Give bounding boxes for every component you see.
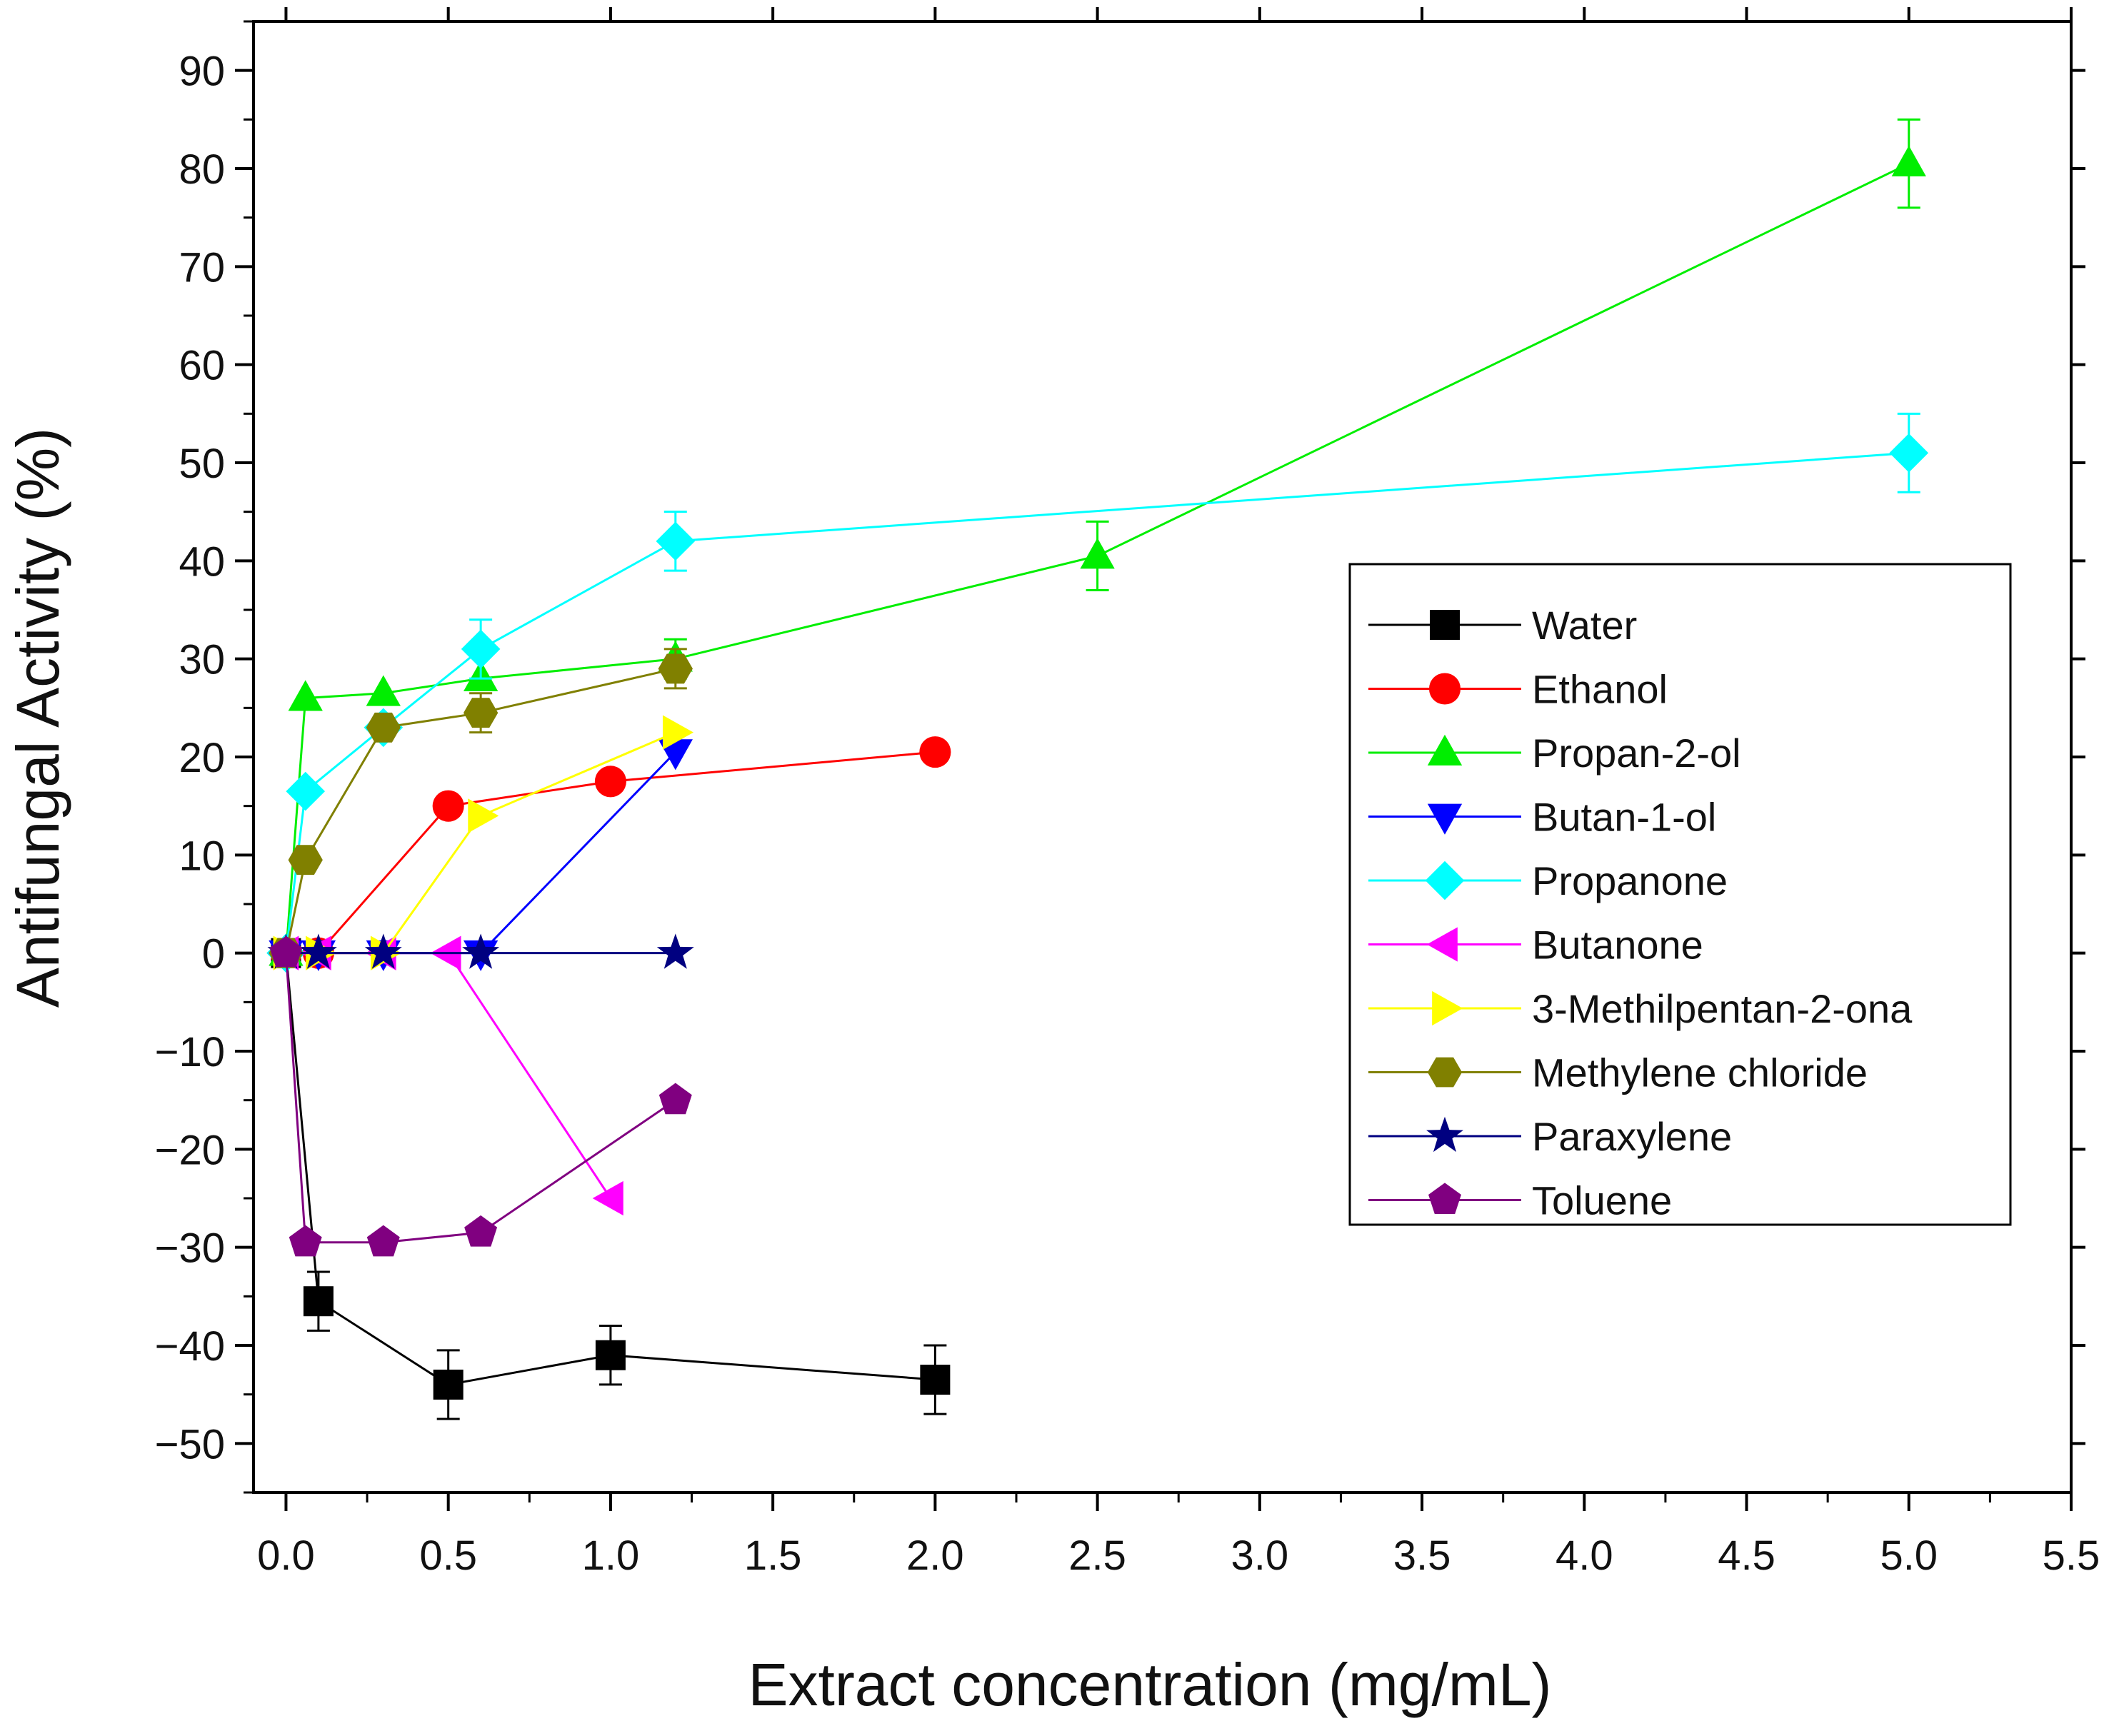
data-point-methylene-chloride — [463, 698, 499, 728]
data-point-water — [303, 1286, 334, 1317]
data-point-propanone — [286, 771, 326, 811]
data-point-propanone — [461, 629, 501, 669]
x-tick-label: 1.0 — [582, 1532, 640, 1579]
data-point-water — [433, 1369, 464, 1400]
data-point-propanone — [656, 521, 696, 561]
data-point-paraxylene — [656, 933, 694, 969]
legend-marker-toluene — [1428, 1183, 1461, 1215]
series-toluene — [269, 935, 692, 1257]
legend-box — [1348, 563, 2012, 1226]
x-axis-title: Extract concentration (mg/mL) — [748, 1651, 1551, 1718]
data-point-propanone — [1889, 433, 1929, 473]
legend-marker-water — [1430, 610, 1460, 640]
legend-item-water: Water — [1368, 603, 1637, 648]
data-point-propan-2-ol — [288, 680, 323, 711]
axes-layer: 0.0 0.5 1.0 1.5 2.0 2.5 3.0 3.5 4.0 4.5 5.0 5.5 90 80… — [155, 7, 2100, 1579]
x-tick-label: 2.5 — [1068, 1532, 1126, 1579]
y-tick-label: 90 — [179, 49, 225, 95]
legend-marker-butanone — [1426, 927, 1458, 962]
legend-label-ethanol: Ethanol — [1532, 667, 1668, 712]
data-point-methylene-chloride — [288, 845, 323, 875]
legend-label-propan-2-ol: Propan-2-ol — [1532, 731, 1741, 776]
y-tick-label: 40 — [179, 538, 225, 585]
y-tick-label: 70 — [179, 244, 225, 291]
legend: Water Ethanol Propan-2-ol Butan-1-ol Propano… — [1348, 563, 2012, 1226]
data-point-toluene — [269, 935, 303, 968]
legend-marker-propanone — [1425, 861, 1465, 900]
y-tick-label: 30 — [179, 637, 225, 683]
x-tick-label: 4.5 — [1718, 1532, 1775, 1579]
series-layer — [266, 118, 1929, 1420]
x-tick-label: 2.0 — [906, 1532, 964, 1579]
y-tick-label: 60 — [179, 343, 225, 389]
y-tick-label: −10 — [155, 1029, 225, 1075]
data-point-paraxylene — [299, 933, 337, 969]
legend-item-propan-2-ol: Propan-2-ol — [1368, 731, 1741, 776]
legend-item-paraxylene: Paraxylene — [1368, 1114, 1732, 1159]
legend-item-methylene-chloride: Methylene chloride — [1368, 1050, 1868, 1095]
legend-label-toluene: Toluene — [1532, 1178, 1672, 1223]
data-point-ethanol — [594, 766, 626, 798]
legend-label-butanone: Butanone — [1532, 923, 1703, 968]
data-point-toluene — [289, 1225, 322, 1257]
y-tick-label: −20 — [155, 1127, 225, 1173]
data-point-butanone — [592, 1180, 623, 1216]
y-tick-label: 0 — [202, 931, 225, 978]
data-point-3-methilpentan-2-ona — [468, 798, 499, 833]
data-point-toluene — [464, 1215, 498, 1247]
series-line-propanone — [284, 451, 1909, 953]
legend-marker-butan-1-ol — [1427, 803, 1463, 835]
legend-label-paraxylene: Paraxylene — [1532, 1114, 1732, 1159]
legend-label-3-methilpentan-2-ona: 3-Methilpentan-2-ona — [1532, 986, 1913, 1031]
legend-item-3-methilpentan-2-ona: 3-Methilpentan-2-ona — [1368, 986, 1913, 1031]
legend-item-butanone: Butanone — [1368, 923, 1703, 968]
data-point-water — [595, 1340, 626, 1370]
x-tick-label: 3.5 — [1393, 1532, 1451, 1579]
y-tick-label: 10 — [179, 833, 225, 879]
y-axis-title: Antifungal Activity (%) — [4, 428, 71, 1008]
data-point-propan-2-ol — [366, 675, 401, 706]
data-point-ethanol — [919, 736, 951, 768]
legend-marker-propan-2-ol — [1427, 734, 1463, 766]
x-tick-label: 4.0 — [1556, 1532, 1613, 1579]
y-tick-label: −40 — [155, 1323, 225, 1370]
x-tick-label: 0.0 — [257, 1532, 315, 1579]
data-point-methylene-chloride — [366, 712, 401, 743]
data-point-paraxylene — [462, 933, 500, 969]
data-point-3-methilpentan-2-ona — [662, 715, 694, 750]
legend-label-butan-1-ol: Butan-1-ol — [1532, 795, 1716, 840]
data-point-propan-2-ol — [1080, 538, 1115, 569]
legend-marker-ethanol — [1428, 673, 1461, 705]
data-point-ethanol — [432, 790, 464, 822]
x-tick-label: 1.5 — [744, 1532, 802, 1579]
x-tick-label: 3.0 — [1231, 1532, 1289, 1579]
legend-item-butan-1-ol: Butan-1-ol — [1368, 795, 1716, 840]
legend-label-water: Water — [1532, 603, 1637, 648]
data-point-paraxylene — [364, 933, 402, 969]
legend-marker-methylene-chloride — [1427, 1057, 1463, 1088]
legend-label-methylene-chloride: Methylene chloride — [1532, 1050, 1868, 1095]
y-tick-label: 80 — [179, 146, 225, 193]
data-point-water — [920, 1365, 951, 1395]
y-tick-label: −30 — [155, 1225, 225, 1272]
y-tick-label: 50 — [179, 441, 225, 487]
data-point-propan-2-ol — [1891, 145, 1926, 176]
data-point-toluene — [658, 1083, 692, 1115]
legend-marker-3-methilpentan-2-ona — [1432, 990, 1463, 1026]
x-tick-label: 5.0 — [1880, 1532, 1938, 1579]
legend-item-toluene: Toluene — [1368, 1178, 1672, 1223]
legend-marker-paraxylene — [1426, 1116, 1463, 1153]
y-tick-label: 20 — [179, 735, 225, 781]
legend-label-propanone: Propanone — [1532, 858, 1728, 903]
x-tick-label: 0.5 — [419, 1532, 477, 1579]
y-tick-label: −50 — [155, 1421, 225, 1467]
data-point-methylene-chloride — [658, 653, 693, 684]
legend-item-propanone: Propanone — [1368, 858, 1728, 903]
data-point-toluene — [366, 1225, 400, 1257]
x-tick-label: 5.5 — [2043, 1532, 2100, 1579]
legend-item-ethanol: Ethanol — [1368, 667, 1668, 712]
